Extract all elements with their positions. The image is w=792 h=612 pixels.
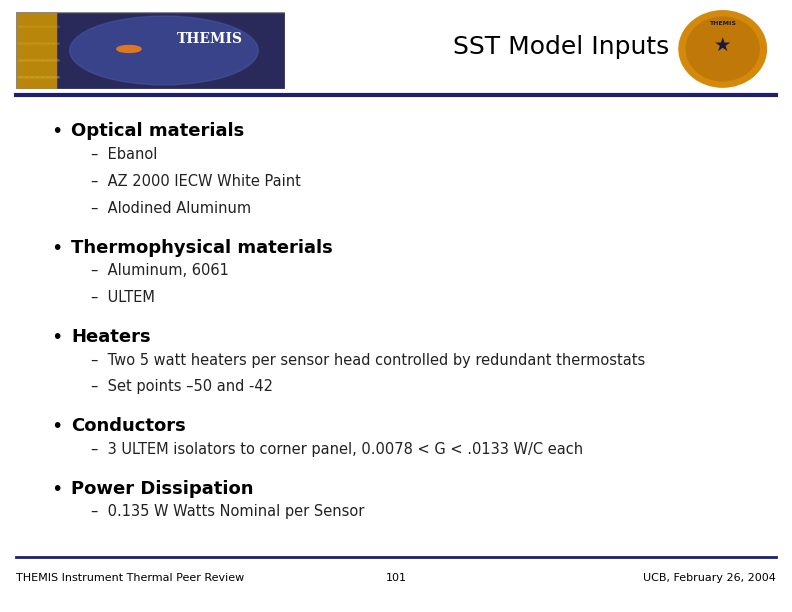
Text: THEMIS Instrument Thermal Peer Review: THEMIS Instrument Thermal Peer Review xyxy=(16,573,244,583)
Text: THEMIS: THEMIS xyxy=(709,21,737,26)
Circle shape xyxy=(32,59,38,61)
Circle shape xyxy=(42,43,48,45)
Text: –  3 ULTEM isolators to corner panel, 0.0078 < G < .0133 W/C each: – 3 ULTEM isolators to corner panel, 0.0… xyxy=(91,442,583,457)
Circle shape xyxy=(48,43,54,45)
Text: Power Dissipation: Power Dissipation xyxy=(71,480,253,498)
Text: Thermophysical materials: Thermophysical materials xyxy=(71,239,333,256)
Text: THEMIS: THEMIS xyxy=(177,32,242,46)
Circle shape xyxy=(679,11,767,87)
Text: –  Aluminum, 6061: – Aluminum, 6061 xyxy=(91,263,229,278)
Text: •: • xyxy=(51,122,63,141)
Text: –  Two 5 watt heaters per sensor head controlled by redundant thermostats: – Two 5 watt heaters per sensor head con… xyxy=(91,353,645,368)
Text: –  Set points –50 and -42: – Set points –50 and -42 xyxy=(91,379,273,395)
Circle shape xyxy=(37,43,44,45)
Circle shape xyxy=(32,76,38,78)
Circle shape xyxy=(48,59,54,61)
Text: •: • xyxy=(51,328,63,347)
Text: –  0.135 W Watts Nominal per Sensor: – 0.135 W Watts Nominal per Sensor xyxy=(91,504,364,520)
Text: Heaters: Heaters xyxy=(71,328,151,346)
Circle shape xyxy=(21,26,27,28)
Circle shape xyxy=(48,76,54,78)
Circle shape xyxy=(37,76,44,78)
Circle shape xyxy=(48,26,54,28)
Ellipse shape xyxy=(70,16,258,85)
Text: Conductors: Conductors xyxy=(71,417,186,435)
Text: •: • xyxy=(51,480,63,499)
Text: –  Alodined Aluminum: – Alodined Aluminum xyxy=(91,201,251,216)
Circle shape xyxy=(26,43,32,45)
Circle shape xyxy=(42,59,48,61)
Circle shape xyxy=(37,26,44,28)
Text: UCB, February 26, 2004: UCB, February 26, 2004 xyxy=(643,573,776,583)
Circle shape xyxy=(687,17,760,81)
Circle shape xyxy=(21,59,27,61)
Circle shape xyxy=(15,26,21,28)
Circle shape xyxy=(32,26,38,28)
Text: SST Model Inputs: SST Model Inputs xyxy=(453,35,669,59)
Circle shape xyxy=(53,76,59,78)
Circle shape xyxy=(21,43,27,45)
Bar xyxy=(16,12,56,89)
Circle shape xyxy=(26,59,32,61)
Circle shape xyxy=(15,76,21,78)
Text: •: • xyxy=(51,239,63,258)
Circle shape xyxy=(37,59,44,61)
Text: ★: ★ xyxy=(714,35,732,54)
Circle shape xyxy=(26,26,32,28)
Circle shape xyxy=(117,45,141,53)
Circle shape xyxy=(26,76,32,78)
Circle shape xyxy=(15,43,21,45)
Circle shape xyxy=(42,26,48,28)
Circle shape xyxy=(42,76,48,78)
Text: •: • xyxy=(51,417,63,436)
Circle shape xyxy=(32,43,38,45)
Circle shape xyxy=(53,43,59,45)
Text: –  Ebanol: – Ebanol xyxy=(91,147,158,162)
Circle shape xyxy=(53,26,59,28)
Circle shape xyxy=(21,76,27,78)
Text: –  AZ 2000 IECW White Paint: – AZ 2000 IECW White Paint xyxy=(91,174,301,189)
Circle shape xyxy=(15,59,21,61)
Text: –  ULTEM: – ULTEM xyxy=(91,290,155,305)
Text: 101: 101 xyxy=(386,573,406,583)
Text: Optical materials: Optical materials xyxy=(71,122,245,140)
Circle shape xyxy=(53,59,59,61)
